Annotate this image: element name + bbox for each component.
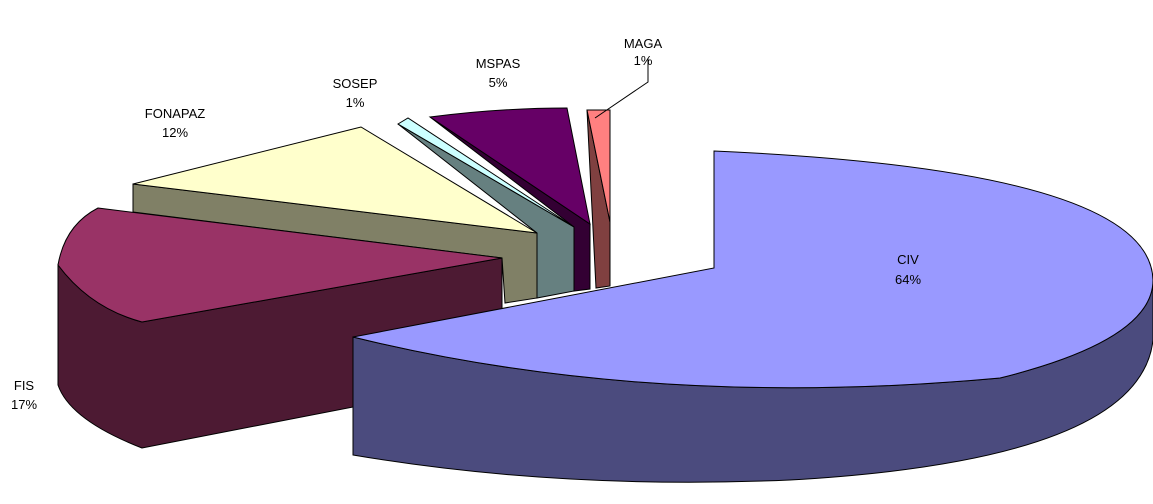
label-fonapaz-name: FONAPAZ [145,106,205,121]
data-labels: MAGA 1% MSPAS 5% SOSEP 1% FONAPAZ 12% CI… [11,36,921,412]
label-sosep-name: SOSEP [333,76,378,91]
pie-sides [57,109,1153,483]
label-fonapaz-pct: 12% [162,125,188,140]
label-mspas-pct: 5% [489,75,508,90]
slice-top-fis [57,207,503,323]
slice-top-fonapaz [132,126,538,234]
maga-leader-line [594,58,649,119]
label-fis-pct: 17% [11,397,37,412]
label-maga-name: MAGA [624,36,663,51]
pie-tops [57,107,1153,389]
label-civ-name: CIV [897,252,919,267]
label-civ-pct: 64% [895,272,921,287]
slice-top-mspas [428,107,591,226]
label-maga-pct: 1% [634,53,653,68]
slice-top-civ [352,150,1153,389]
slice-top-maga [586,109,611,223]
label-sosep-pct: 1% [346,95,365,110]
label-mspas-name: MSPAS [476,56,521,71]
slice-top-sosep [397,117,575,228]
label-fis-name: FIS [14,378,35,393]
